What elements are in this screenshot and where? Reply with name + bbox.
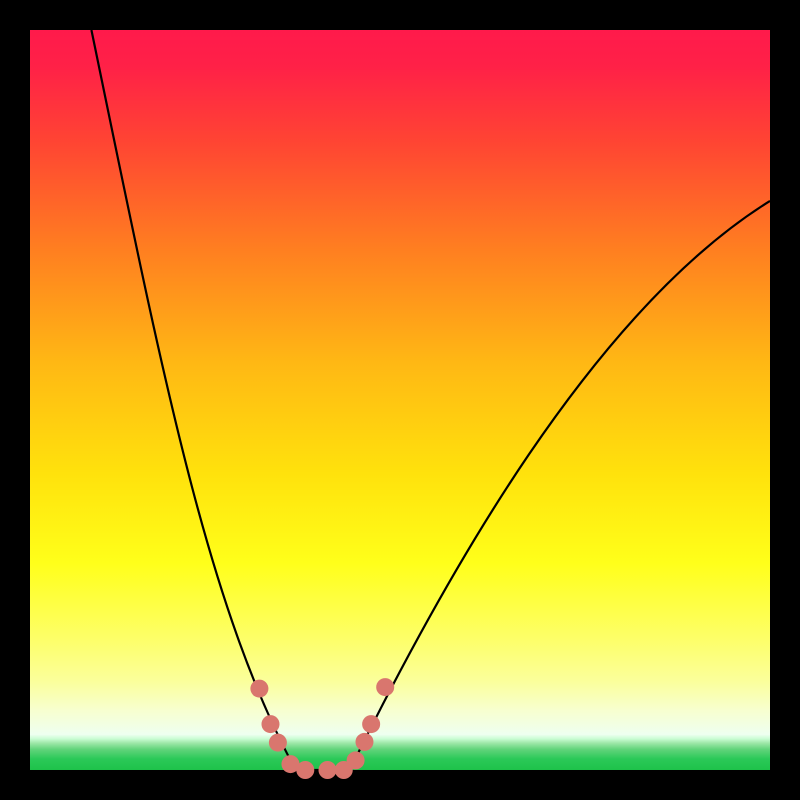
chart-container: TheBottleneck.com bbox=[0, 0, 800, 800]
data-marker bbox=[355, 733, 373, 751]
data-marker bbox=[347, 751, 365, 769]
plot-gradient-background bbox=[30, 30, 770, 770]
data-marker bbox=[376, 678, 394, 696]
data-marker bbox=[362, 715, 380, 733]
data-marker bbox=[269, 734, 287, 752]
data-marker bbox=[250, 680, 268, 698]
data-marker bbox=[318, 761, 336, 779]
data-marker bbox=[262, 715, 280, 733]
chart-svg bbox=[0, 0, 800, 800]
data-marker bbox=[296, 761, 314, 779]
